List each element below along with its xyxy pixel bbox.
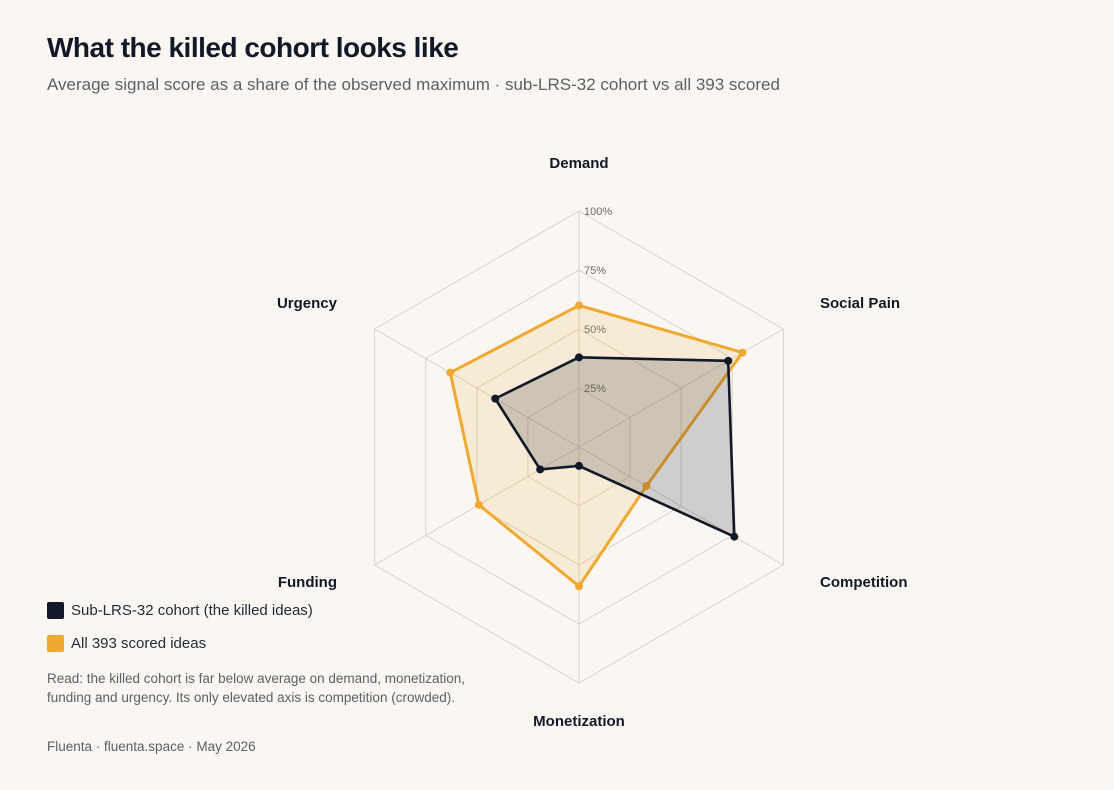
point-all-scored-social-pain xyxy=(738,348,747,357)
tick-label-75: 75% xyxy=(584,265,606,277)
series-all-scored xyxy=(446,301,747,591)
reading-note: Read: the killed cohort is far below ave… xyxy=(47,671,465,705)
legend-label-killed-cohort: Sub-LRS-32 cohort (the killed ideas) xyxy=(71,601,313,619)
legend-swatch-all-scored xyxy=(47,634,64,652)
legend-item-all-scored: All 393 scored ideas xyxy=(47,633,313,653)
tick-label-25: 25% xyxy=(584,383,606,395)
axis-label-monetization: Monetization xyxy=(533,713,625,730)
spoke-social-pain xyxy=(578,328,784,448)
point-all-scored-demand xyxy=(575,301,583,310)
legend: Sub-LRS-32 cohort (the killed ideas) All… xyxy=(47,600,313,666)
axis-label-competition: Competition xyxy=(820,574,908,591)
point-killed-cohort-urgency xyxy=(491,394,500,403)
spoke-urgency xyxy=(374,328,580,448)
axis-label-social-pain: Social Pain xyxy=(820,295,900,312)
radar-tick-labels: 25% 50% 75% 100% xyxy=(584,206,612,395)
series-killed-cohort xyxy=(491,353,739,541)
spoke-competition xyxy=(578,446,784,566)
axis-label-funding: Funding xyxy=(278,574,337,591)
point-all-scored-monetization xyxy=(575,582,583,591)
axis-label-urgency: Urgency xyxy=(277,295,338,312)
point-killed-cohort-demand xyxy=(575,353,583,362)
radar-axis-labels: Demand Social Pain Competition Monetization… xyxy=(277,155,908,730)
legend-swatch-killed-cohort xyxy=(47,601,64,619)
point-killed-cohort-monetization xyxy=(575,461,583,470)
point-all-scored-competition xyxy=(642,481,651,490)
radar-series xyxy=(446,301,747,591)
point-killed-cohort-funding xyxy=(536,465,545,474)
axis-label-demand: Demand xyxy=(549,155,608,172)
tick-label-100: 100% xyxy=(584,206,612,218)
footer-credit: Fluenta · fluenta.space · May 2026 xyxy=(47,739,256,754)
point-all-scored-funding xyxy=(474,500,483,509)
legend-label-all-scored: All 393 scored ideas xyxy=(71,634,207,652)
chart-subtitle: Average signal score as a share of the o… xyxy=(47,75,780,94)
point-killed-cohort-social-pain xyxy=(724,356,733,365)
chart-title: What the killed cohort looks like xyxy=(47,32,459,63)
point-all-scored-urgency xyxy=(446,368,455,377)
point-killed-cohort-competition xyxy=(730,532,739,541)
legend-item-killed-cohort: Sub-LRS-32 cohort (the killed ideas) xyxy=(47,600,313,620)
tick-label-50: 50% xyxy=(584,324,606,336)
